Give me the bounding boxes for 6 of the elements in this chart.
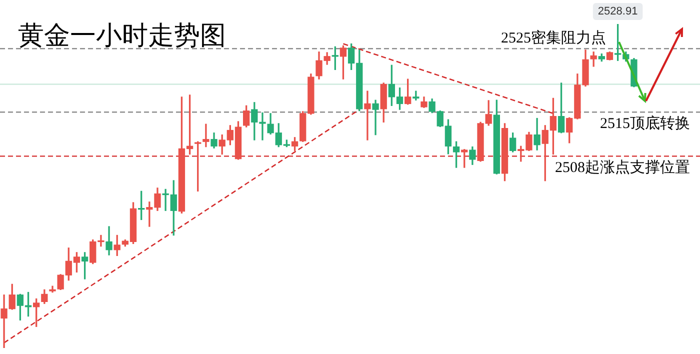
chart-title: 黄金一小时走势图 bbox=[18, 20, 226, 50]
candlestick bbox=[194, 141, 202, 192]
ref-line-label: 2525密集阻力点 bbox=[501, 30, 606, 47]
annotation: 2528.91 bbox=[598, 6, 638, 18]
ref-line-label: 2508起涨点支撑位置 bbox=[555, 159, 690, 176]
ref-line-label: 2515顶底转换 bbox=[600, 115, 690, 132]
